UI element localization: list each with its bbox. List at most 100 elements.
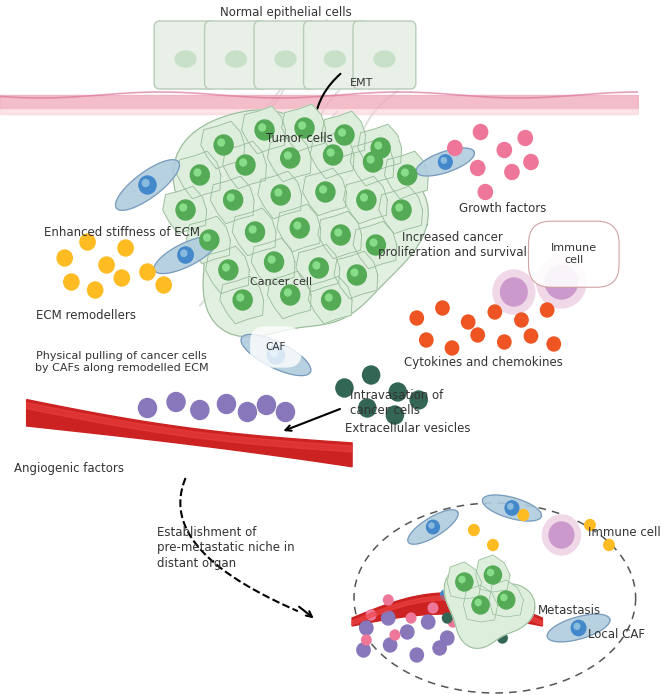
Polygon shape [27, 402, 352, 452]
Circle shape [285, 289, 291, 296]
Circle shape [543, 515, 580, 555]
Circle shape [401, 169, 408, 176]
Text: CAF: CAF [266, 342, 286, 352]
Polygon shape [385, 152, 428, 199]
Polygon shape [210, 177, 254, 224]
Circle shape [383, 638, 397, 652]
Circle shape [281, 148, 299, 168]
Text: Cytokines and chemokines: Cytokines and chemokines [404, 356, 563, 368]
Circle shape [180, 204, 186, 211]
Circle shape [505, 501, 519, 515]
Circle shape [484, 566, 501, 584]
Circle shape [277, 402, 295, 421]
Circle shape [541, 303, 554, 317]
Polygon shape [344, 177, 387, 224]
Circle shape [139, 176, 156, 194]
Text: Angiogenic factors: Angiogenic factors [13, 461, 123, 475]
Polygon shape [408, 510, 458, 544]
Ellipse shape [175, 51, 196, 67]
Circle shape [488, 539, 498, 550]
Circle shape [525, 329, 537, 343]
Circle shape [294, 222, 301, 229]
Ellipse shape [275, 51, 296, 67]
Circle shape [362, 635, 371, 645]
Circle shape [249, 226, 256, 233]
Circle shape [271, 350, 277, 357]
Text: Enhanced stiffness of ECM: Enhanced stiffness of ECM [44, 225, 200, 238]
Circle shape [604, 539, 614, 550]
Text: Extracellular vesicles: Extracellular vesicles [344, 421, 470, 434]
Circle shape [239, 402, 257, 421]
Circle shape [460, 618, 473, 632]
Polygon shape [267, 271, 311, 319]
Circle shape [367, 156, 374, 163]
Circle shape [406, 613, 416, 623]
Circle shape [392, 200, 411, 220]
Circle shape [401, 625, 414, 639]
Circle shape [508, 504, 513, 509]
Circle shape [574, 623, 580, 629]
FancyBboxPatch shape [154, 21, 217, 89]
Circle shape [285, 152, 291, 159]
Polygon shape [352, 596, 543, 625]
Circle shape [500, 278, 527, 306]
Circle shape [178, 247, 193, 263]
Circle shape [375, 142, 382, 149]
Text: Intravasation of
cancer cells: Intravasation of cancer cells [350, 389, 444, 417]
Circle shape [505, 165, 519, 179]
Circle shape [518, 131, 533, 145]
Circle shape [236, 155, 255, 175]
Text: ECM remodellers: ECM remodellers [36, 309, 135, 322]
Circle shape [398, 165, 417, 185]
Polygon shape [258, 171, 302, 219]
Circle shape [335, 229, 342, 236]
Polygon shape [177, 152, 220, 199]
Circle shape [167, 393, 185, 411]
Circle shape [493, 270, 535, 314]
Polygon shape [489, 580, 523, 617]
Circle shape [362, 366, 380, 384]
Polygon shape [206, 246, 249, 294]
Circle shape [387, 406, 403, 424]
Circle shape [390, 630, 400, 640]
Circle shape [357, 190, 376, 210]
Circle shape [142, 179, 149, 186]
Polygon shape [154, 236, 217, 274]
Circle shape [324, 145, 342, 165]
Circle shape [224, 190, 243, 210]
Circle shape [370, 239, 377, 246]
Polygon shape [322, 111, 365, 158]
Circle shape [545, 265, 578, 299]
Circle shape [222, 264, 229, 271]
Text: Metastasis: Metastasis [537, 603, 601, 616]
Text: Establishment of
pre-metastatic niche in
distant organ: Establishment of pre-metastatic niche in… [157, 527, 295, 569]
Polygon shape [242, 106, 285, 154]
Polygon shape [476, 555, 510, 592]
Circle shape [218, 395, 236, 414]
Polygon shape [358, 124, 401, 172]
Circle shape [518, 509, 529, 521]
Circle shape [537, 256, 586, 308]
Circle shape [326, 294, 332, 301]
Circle shape [470, 161, 485, 176]
Polygon shape [220, 276, 263, 324]
Circle shape [421, 615, 435, 629]
Circle shape [80, 234, 95, 250]
Circle shape [366, 235, 385, 255]
Circle shape [299, 122, 306, 129]
Polygon shape [277, 204, 321, 252]
Circle shape [478, 184, 492, 199]
Polygon shape [241, 334, 311, 375]
Circle shape [99, 257, 114, 273]
Circle shape [322, 290, 340, 310]
Circle shape [320, 186, 326, 193]
Polygon shape [482, 495, 541, 521]
Circle shape [515, 313, 528, 327]
Circle shape [219, 260, 238, 280]
Circle shape [156, 277, 172, 293]
FancyBboxPatch shape [204, 21, 267, 89]
Polygon shape [310, 131, 354, 179]
Circle shape [118, 240, 133, 256]
Circle shape [364, 152, 383, 172]
Circle shape [255, 120, 274, 140]
